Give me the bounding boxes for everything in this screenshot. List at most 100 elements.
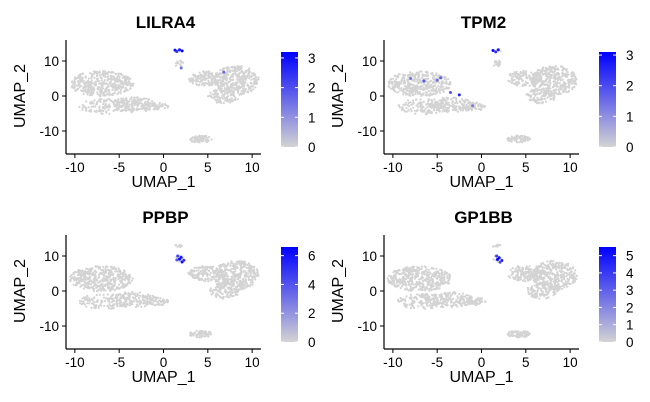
x-tick-label: 5 <box>204 160 212 175</box>
cell-point <box>78 279 81 283</box>
x-tick-label: -5 <box>113 160 125 175</box>
cell-point <box>82 274 85 277</box>
cell-point <box>538 92 541 95</box>
cell-point <box>395 78 398 81</box>
cell-point <box>109 273 112 276</box>
cell-point <box>230 262 233 265</box>
cell-point <box>112 75 115 78</box>
cell-point <box>429 92 432 95</box>
cell-point <box>530 71 533 74</box>
cell-point <box>529 78 532 81</box>
cell-point <box>431 281 434 284</box>
cell-point <box>116 76 119 79</box>
cell-point <box>234 276 237 279</box>
cell-point <box>438 110 441 113</box>
cell-point <box>574 77 577 80</box>
cell-point <box>245 77 248 80</box>
cell-point <box>479 108 482 111</box>
cell-point <box>98 99 101 102</box>
y-tick-label: -10 <box>357 124 377 139</box>
cell-point <box>407 109 410 112</box>
cell-point <box>540 90 543 93</box>
cell-point <box>446 282 449 285</box>
cell-point <box>234 279 237 282</box>
cell-point <box>462 292 465 295</box>
cell-point <box>425 77 428 81</box>
cell-point <box>410 74 413 77</box>
cell-point <box>559 76 562 79</box>
cell-point <box>129 97 132 100</box>
cell-point <box>231 279 235 282</box>
cell-point <box>237 285 240 288</box>
cell-point <box>440 85 443 88</box>
cell-point <box>425 103 428 106</box>
cell-point <box>411 89 414 92</box>
cell-point <box>78 277 81 280</box>
cell-point <box>195 329 198 332</box>
cell-point <box>76 282 79 285</box>
cell-point <box>219 101 223 104</box>
cell-point <box>100 110 103 113</box>
cell-point <box>423 289 427 292</box>
cell-point <box>110 295 113 298</box>
cell-point <box>107 281 110 284</box>
cell-point <box>94 81 97 84</box>
cell-point <box>415 98 418 101</box>
cell-point <box>455 100 458 104</box>
cell-point <box>234 98 237 101</box>
cell-point <box>425 112 428 116</box>
cell-point <box>109 80 112 83</box>
cell-point <box>103 70 106 73</box>
cell-point <box>226 263 229 266</box>
cell-point <box>215 101 218 104</box>
cell-point <box>84 90 87 93</box>
cell-point <box>516 77 519 80</box>
cell-point <box>246 284 249 287</box>
cell-point <box>117 74 120 77</box>
cell-point <box>90 83 93 86</box>
expression-points <box>173 48 226 74</box>
cell-point <box>123 82 126 85</box>
cell-point <box>225 295 228 298</box>
cell-point <box>224 274 227 278</box>
cell-point <box>122 285 126 288</box>
cell-point <box>110 269 113 272</box>
cell-point <box>434 106 438 109</box>
cell-point <box>118 305 121 308</box>
cell-point <box>92 281 95 284</box>
cell-point <box>241 80 244 83</box>
cell-point <box>446 277 449 280</box>
cell-point <box>218 98 221 102</box>
cell-point <box>228 91 231 94</box>
cell-point <box>220 96 223 99</box>
cell-point <box>549 70 552 73</box>
cell-point <box>152 108 155 111</box>
expression-point <box>222 70 226 74</box>
cell-point <box>414 274 417 277</box>
cell-point <box>232 274 235 277</box>
cell-point <box>388 274 391 277</box>
cell-point <box>415 110 418 113</box>
cell-point <box>213 75 216 78</box>
cell-point <box>519 70 522 74</box>
cell-point <box>518 74 522 77</box>
cell-point <box>229 70 232 73</box>
cell-point <box>245 266 248 269</box>
cell-point <box>116 80 119 83</box>
cell-point <box>223 265 226 268</box>
cell-point <box>223 269 227 272</box>
cell-point <box>94 282 97 285</box>
cell-point <box>201 74 204 77</box>
cell-point <box>518 82 521 85</box>
cell-point <box>97 276 100 279</box>
cell-point <box>88 302 91 305</box>
cell-point <box>567 90 570 93</box>
cell-point <box>193 266 196 269</box>
cell-point <box>110 265 113 268</box>
cell-point <box>402 272 405 275</box>
cell-point <box>239 82 242 85</box>
cell-point <box>400 109 403 112</box>
cell-point <box>423 265 426 268</box>
cell-point <box>188 77 191 81</box>
cell-point <box>93 84 96 87</box>
